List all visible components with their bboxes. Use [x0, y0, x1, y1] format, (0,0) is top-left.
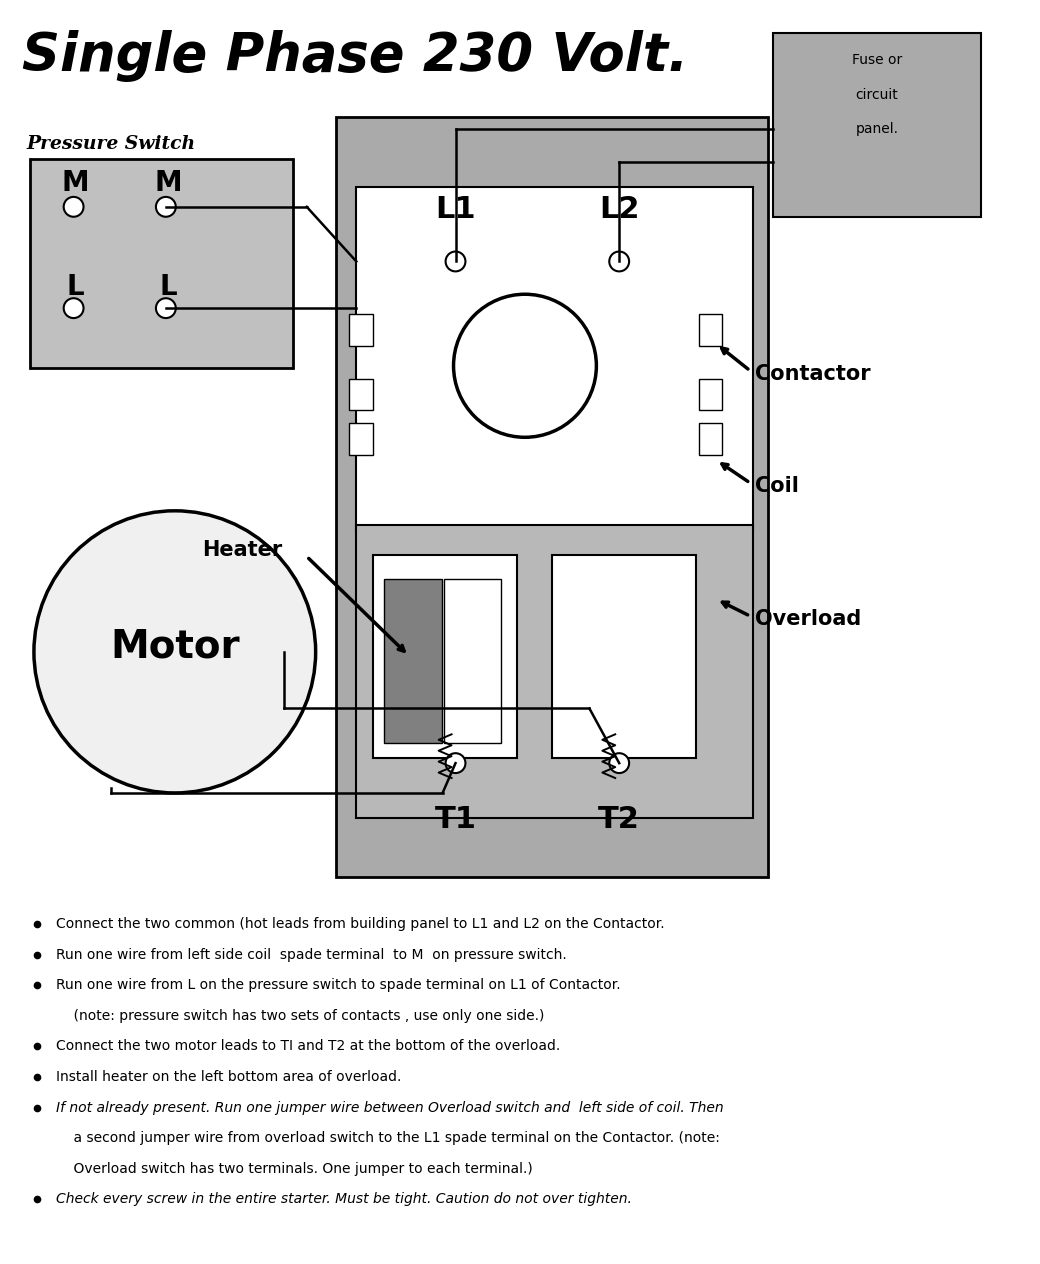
Circle shape	[609, 753, 629, 774]
Bar	[444, 579, 501, 743]
Text: Pressure Switch: Pressure Switch	[26, 135, 196, 153]
Text: Coil: Coil	[755, 477, 799, 495]
Text: a second jumper wire from overload switch to the L1 spade terminal on the Contac: a second jumper wire from overload switc…	[56, 1131, 720, 1145]
Text: L2: L2	[599, 195, 640, 224]
Bar	[552, 555, 696, 758]
Text: Run one wire from L on the pressure switch to spade terminal on L1 of Contactor.: Run one wire from L on the pressure swit…	[56, 978, 621, 992]
Circle shape	[445, 753, 466, 774]
Bar	[699, 379, 723, 411]
Circle shape	[156, 197, 176, 216]
Bar	[699, 315, 723, 346]
Text: Fuse or: Fuse or	[852, 53, 903, 67]
Text: L: L	[159, 273, 177, 301]
Circle shape	[445, 252, 466, 272]
Text: T2: T2	[598, 805, 641, 834]
Bar	[30, 159, 293, 368]
Bar	[373, 555, 517, 758]
Text: Contactor: Contactor	[755, 364, 870, 384]
Circle shape	[63, 197, 83, 216]
Bar	[349, 379, 373, 411]
Circle shape	[609, 252, 629, 272]
Circle shape	[453, 295, 596, 437]
Text: Install heater on the left bottom area of overload.: Install heater on the left bottom area o…	[56, 1071, 401, 1085]
Text: Run one wire from left side coil  spade terminal  to M  on pressure switch.: Run one wire from left side coil spade t…	[56, 948, 567, 962]
Circle shape	[34, 511, 316, 793]
Text: Connect the two common (hot leads from building panel to L1 and L2 on the Contac: Connect the two common (hot leads from b…	[56, 918, 665, 932]
Text: circuit: circuit	[856, 87, 899, 101]
Text: Overload switch has two terminals. One jumper to each terminal.): Overload switch has two terminals. One j…	[56, 1162, 532, 1176]
Text: (note: pressure switch has two sets of contacts , use only one side.): (note: pressure switch has two sets of c…	[56, 1009, 544, 1023]
Text: L: L	[67, 273, 84, 301]
Bar	[384, 579, 442, 743]
Bar	[349, 315, 373, 346]
Bar	[357, 525, 753, 818]
Bar	[337, 118, 768, 877]
Text: Heater: Heater	[203, 540, 283, 560]
Text: M: M	[154, 169, 182, 197]
Text: M: M	[61, 169, 89, 197]
Text: If not already present. Run one jumper wire between Overload switch and  left si: If not already present. Run one jumper w…	[56, 1101, 724, 1115]
Text: L1: L1	[435, 195, 476, 224]
Bar	[349, 423, 373, 455]
Bar	[357, 187, 753, 530]
Circle shape	[156, 298, 176, 319]
Text: Connect the two motor leads to TI and T2 at the bottom of the overload.: Connect the two motor leads to TI and T2…	[56, 1039, 560, 1053]
Circle shape	[63, 298, 83, 319]
Bar	[699, 423, 723, 455]
Text: T1: T1	[435, 805, 476, 834]
Text: panel.: panel.	[856, 123, 899, 137]
Text: Overload: Overload	[755, 609, 861, 629]
Text: Single Phase 230 Volt.: Single Phase 230 Volt.	[22, 30, 688, 82]
Text: Check every screw in the entire starter. Must be tight. Caution do not over tigh: Check every screw in the entire starter.…	[56, 1192, 631, 1206]
Text: Motor: Motor	[110, 628, 239, 666]
Bar	[773, 33, 982, 216]
